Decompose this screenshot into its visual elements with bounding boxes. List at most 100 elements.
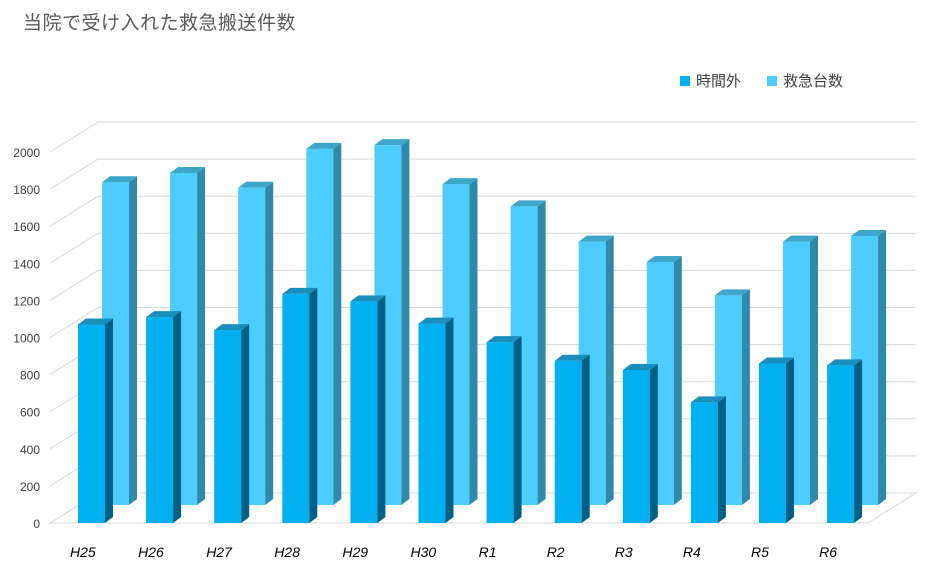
bar-overtime-side bbox=[513, 336, 522, 523]
bar-overtime-top bbox=[214, 324, 250, 331]
legend-item-overtime: 時間外 bbox=[680, 70, 741, 91]
bar-ambulance-side bbox=[197, 166, 206, 505]
bar-overtime-front bbox=[554, 360, 582, 523]
bar-overtime bbox=[418, 317, 454, 523]
bar-overtime-front bbox=[690, 402, 718, 523]
y-tick-label: 200 bbox=[20, 480, 40, 494]
x-tick-label: R3 bbox=[615, 544, 633, 560]
x-tick-label: R5 bbox=[751, 544, 769, 560]
y-tick-label: 400 bbox=[20, 443, 40, 457]
bar-overtime-top bbox=[418, 317, 454, 324]
x-tick-label: H29 bbox=[342, 544, 368, 560]
bar-overtime bbox=[690, 396, 726, 523]
bar-overtime-side bbox=[854, 359, 863, 523]
bar-overtime-side bbox=[786, 357, 794, 523]
bar-ambulance-top bbox=[646, 255, 682, 262]
bar-ambulance-side bbox=[265, 181, 274, 506]
bar-ambulance bbox=[510, 200, 546, 505]
y-tick-label: 1600 bbox=[13, 220, 40, 234]
bar-overtime-front bbox=[146, 317, 174, 523]
bar-ambulance-side bbox=[129, 176, 137, 506]
bar-ambulance-top bbox=[170, 166, 206, 173]
bar-ambulance-top bbox=[578, 235, 614, 242]
y-tick-label: 2000 bbox=[13, 146, 40, 160]
bar-overtime-front bbox=[214, 330, 242, 523]
bar-overtime-front bbox=[282, 293, 310, 523]
bar-overtime bbox=[146, 311, 182, 523]
y-tick-label: 1000 bbox=[13, 332, 40, 346]
bar-ambulance-side bbox=[537, 200, 546, 505]
legend-label-overtime: 時間外 bbox=[696, 72, 742, 90]
x-tick-label: H26 bbox=[138, 544, 164, 560]
legend-swatch-ambulance bbox=[767, 75, 778, 86]
gridline-side bbox=[49, 121, 99, 153]
bar-overtime-front bbox=[759, 363, 786, 523]
y-tick-label: 1200 bbox=[13, 294, 40, 308]
bar-overtime bbox=[486, 336, 522, 523]
bar-ambulance-side bbox=[605, 235, 614, 505]
bar-overtime-top bbox=[690, 396, 726, 403]
bar-overtime-side bbox=[309, 287, 318, 523]
legend: 時間外 救急台数 bbox=[680, 70, 843, 91]
bar-ambulance-top bbox=[238, 181, 274, 188]
x-tick-label: R6 bbox=[819, 544, 837, 560]
bar-overtime-top bbox=[282, 287, 318, 294]
bar-ambulance bbox=[851, 230, 887, 505]
gridline-side bbox=[49, 307, 99, 338]
bar-ambulance-top bbox=[102, 176, 137, 183]
bar-overtime-side bbox=[649, 363, 658, 523]
bar-ambulance-top bbox=[306, 142, 342, 149]
chart-title: 当院で受け入れた救急搬送件数 bbox=[23, 12, 297, 34]
bar-overtime-side bbox=[173, 311, 182, 523]
bar-overtime-top bbox=[78, 318, 113, 325]
legend-label-ambulance: 救急台数 bbox=[783, 72, 844, 90]
x-tick-label: R1 bbox=[479, 544, 497, 560]
y-tick-label: 1800 bbox=[13, 183, 40, 197]
x-tick-label: H27 bbox=[206, 544, 233, 560]
bar-overtime-side bbox=[581, 354, 590, 523]
legend-swatch-overtime bbox=[680, 75, 690, 86]
y-tick-label: 1400 bbox=[13, 257, 40, 271]
bar-overtime bbox=[554, 354, 590, 523]
bar-overtime-top bbox=[486, 336, 522, 343]
bar-overtime bbox=[827, 359, 863, 523]
y-tick-label: 600 bbox=[20, 406, 40, 420]
bar-ambulance-side bbox=[333, 142, 342, 505]
bar-overtime-side bbox=[377, 295, 386, 523]
bar-overtime-top bbox=[827, 359, 863, 366]
bar-ambulance-side bbox=[741, 289, 750, 505]
bar-ambulance-top bbox=[442, 178, 478, 185]
legend-item-ambulance: 救急台数 bbox=[767, 70, 843, 91]
bar-overtime bbox=[214, 324, 250, 523]
x-tick-label: R2 bbox=[547, 544, 565, 560]
x-tick-label: H25 bbox=[70, 544, 96, 560]
bar-ambulance-top bbox=[510, 200, 546, 207]
bar-overtime bbox=[78, 318, 113, 523]
bar-ambulance-side bbox=[673, 255, 682, 505]
bar-overtime-side bbox=[105, 318, 113, 523]
bar-ambulance-side bbox=[401, 139, 410, 505]
bar-ambulance-top bbox=[783, 235, 818, 242]
bar-overtime bbox=[622, 363, 658, 523]
x-tick-label: R4 bbox=[683, 544, 701, 560]
bar-overtime-top bbox=[554, 354, 590, 361]
bar-ambulance-top bbox=[851, 230, 887, 237]
bar-overtime-top bbox=[759, 357, 794, 364]
bar-ambulance-top bbox=[714, 289, 750, 296]
y-tick-label: 800 bbox=[20, 369, 40, 383]
bar-overtime-side bbox=[241, 324, 250, 523]
bar-overtime-side bbox=[445, 317, 454, 523]
x-tick-label: H28 bbox=[274, 544, 300, 560]
bar-overtime-front bbox=[622, 369, 650, 523]
bar-overtime bbox=[759, 357, 794, 523]
bar-ambulance-side bbox=[810, 235, 818, 505]
bar-overtime-front bbox=[350, 301, 378, 523]
bar-ambulance-side bbox=[469, 178, 478, 505]
bar-ambulance-side bbox=[878, 230, 887, 505]
x-tick-label: H30 bbox=[411, 544, 437, 560]
bar-overtime-top bbox=[350, 295, 386, 302]
bar-ambulance-top bbox=[374, 139, 410, 146]
y-tick-label: 0 bbox=[33, 517, 40, 531]
